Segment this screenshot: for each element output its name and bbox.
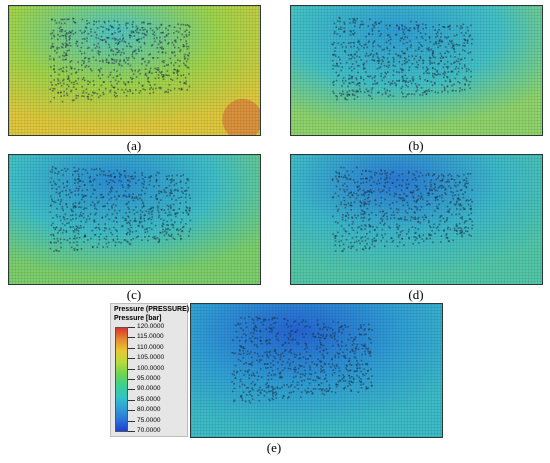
legend-tick-mark [128,337,135,339]
legend-tick-label: 80.0000 [137,406,161,414]
legend-tick-mark [128,431,135,432]
legend-tick-mark [128,347,135,349]
caption-c: (c) [126,287,142,302]
legend-tick-mark [128,368,135,370]
legend-tick-label: 100.0000 [137,364,165,372]
pressure-map-c [8,154,261,285]
mesh-grid [9,6,260,135]
pressure-map-b [290,5,543,136]
mesh-grid [291,155,542,284]
caption-b: (b) [408,138,424,153]
pressure-map-d [290,154,543,285]
legend-tick-mark [128,379,135,380]
legend-tick-label: 105.0000 [137,354,165,362]
legend-tick-label: 70.0000 [137,427,161,434]
mesh-grid [191,304,442,437]
legend-title: Pressure (PRESSURE) [114,306,190,313]
pressure-legend: Pressure (PRESSURE) Pressure [bar] 120.0… [110,303,190,437]
mesh-grid [9,155,260,284]
legend-tick-mark [128,410,135,412]
legend-tick-mark [128,399,135,401]
caption-e: (e) [266,440,282,455]
legend-tick-label: 115.0000 [137,333,164,341]
caption-a: (a) [126,138,142,153]
legend-color-bar [115,327,128,432]
legend-tick-label: 110.0000 [137,343,164,351]
legend-tick-mark [128,389,135,391]
legend-tick-mark [128,358,135,360]
legend-tick-label: 90.0000 [137,385,161,393]
caption-d: (d) [408,287,424,302]
legend-tick-mark [128,420,135,422]
legend-subtitle: Pressure [bar] [114,315,162,322]
pressure-map-e [190,303,443,438]
legend-tick-label: 75.0000 [137,416,161,424]
pressure-map-a [8,5,261,136]
legend-tick-mark [128,327,135,328]
mesh-grid [291,6,542,135]
legend-tick-label: 95.0000 [137,375,161,382]
legend-tick-label: 85.0000 [137,395,161,403]
legend-tick-label: 120.0000 [137,323,165,330]
